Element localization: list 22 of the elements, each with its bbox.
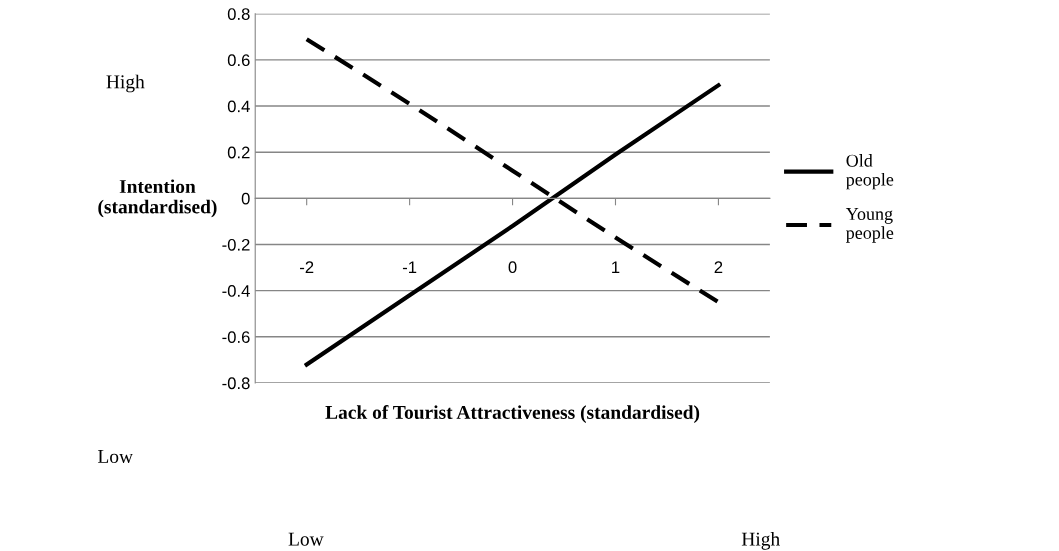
x-axis-title: Lack of Tourist Attractiveness (standardised) <box>325 405 700 423</box>
x-tick-label: -1 <box>402 261 417 273</box>
y-tick-label: -0.2 <box>222 238 250 251</box>
y-axis-title: Intention (standardised) <box>98 179 217 218</box>
y-tick-label: 0 <box>241 192 250 205</box>
y-tick-label: 0.4 <box>227 100 250 113</box>
text: Low <box>97 450 133 464</box>
x-tick-label: 0 <box>508 261 517 274</box>
y-tick-label: -0.6 <box>222 331 250 343</box>
x-tick-label: 1 <box>612 261 620 273</box>
text: Low <box>288 532 324 546</box>
y-tick-label: 0.2 <box>227 146 250 159</box>
y-tick-label: 0.6 <box>227 54 250 67</box>
legend-label: Old people <box>846 154 894 190</box>
text: High <box>741 532 780 550</box>
y-tick-label: 0.8 <box>227 8 250 20</box>
x-tick-label: -2 <box>300 261 314 273</box>
x-tick-label: 2 <box>714 261 723 273</box>
y-tick-label: -0.4 <box>222 285 250 297</box>
legend-label: Young people <box>845 208 894 243</box>
y-tick-label: -0.8 <box>222 377 250 390</box>
text: High <box>106 74 145 93</box>
